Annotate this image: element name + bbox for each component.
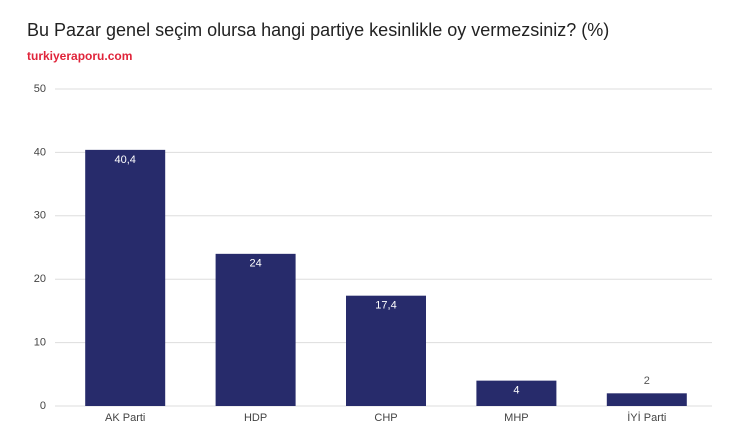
y-tick-label: 30 bbox=[34, 210, 46, 222]
x-tick-label: İYİ Parti bbox=[627, 411, 666, 424]
y-tick-label: 40 bbox=[34, 146, 46, 158]
data-label: 24 bbox=[249, 258, 261, 270]
y-tick-label: 10 bbox=[34, 337, 46, 349]
y-tick-label: 0 bbox=[40, 400, 46, 412]
x-tick-label: CHP bbox=[374, 412, 397, 424]
bar bbox=[476, 380, 557, 406]
chart-title: Bu Pazar genel seçim olursa hangi partiy… bbox=[27, 20, 609, 40]
y-tick-label: 50 bbox=[34, 83, 46, 95]
bar bbox=[346, 295, 426, 406]
data-label: 40,4 bbox=[114, 154, 135, 166]
data-label: 4 bbox=[513, 385, 519, 397]
x-tick-label: MHP bbox=[504, 412, 528, 424]
y-tick-label: 20 bbox=[34, 273, 46, 285]
chart-subtitle: turkiyeraporu.com bbox=[27, 49, 132, 63]
bar bbox=[85, 149, 166, 406]
data-label: 2 bbox=[644, 375, 650, 387]
x-tick-label: HDP bbox=[244, 412, 267, 424]
x-tick-label: AK Parti bbox=[105, 412, 145, 424]
bar bbox=[606, 393, 687, 406]
bar bbox=[215, 253, 296, 406]
data-label: 17,4 bbox=[375, 300, 396, 312]
